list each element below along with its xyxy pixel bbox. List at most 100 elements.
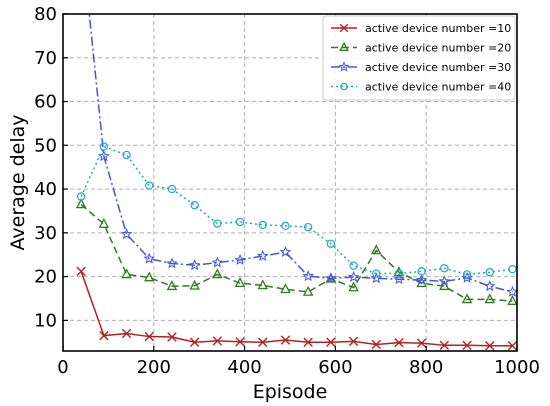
series-line (80, 271, 513, 347)
data-point (325, 272, 337, 284)
data-point (506, 285, 517, 297)
data-point (144, 331, 154, 342)
data-point (76, 192, 86, 201)
data-point (417, 267, 426, 276)
data-point (393, 273, 405, 285)
data-point (167, 184, 177, 194)
data-point (279, 245, 292, 258)
data-point (76, 266, 86, 277)
data-point (507, 341, 517, 351)
data-point (166, 257, 178, 269)
data-point (326, 239, 336, 248)
data-point (257, 279, 269, 290)
data-point (235, 217, 245, 227)
series-line (88, 14, 513, 293)
data-point (122, 150, 131, 160)
data-point (99, 330, 109, 341)
data-point (120, 228, 133, 240)
legend-item: active device number =10 (331, 22, 511, 35)
data-point (98, 217, 110, 228)
data-point (485, 268, 494, 277)
legend-marker (340, 82, 348, 91)
y-tick-label: 70 (34, 48, 57, 69)
data-point (302, 285, 314, 296)
x-tick-label: 600 (318, 357, 352, 378)
data-point (190, 201, 199, 210)
y-tick-label: 20 (34, 267, 57, 288)
data-point (121, 268, 132, 279)
data-point (189, 337, 200, 347)
x-tick-label: 1000 (494, 357, 540, 378)
y-tick-label: 80 (34, 4, 57, 25)
data-point (280, 283, 291, 294)
data-point (303, 222, 313, 232)
data-point (439, 340, 450, 351)
data-point (416, 338, 427, 348)
data-point (234, 277, 246, 288)
data-point (370, 244, 382, 255)
data-point (189, 279, 200, 290)
data-point (507, 295, 517, 305)
series-2 (75, 198, 517, 305)
data-point (302, 270, 314, 282)
data-point (394, 269, 404, 278)
legend-label: active device number =30 (365, 61, 511, 74)
data-point (483, 280, 496, 292)
data-point (281, 221, 290, 231)
data-point (394, 337, 404, 348)
data-point (348, 336, 359, 347)
data-point (121, 328, 132, 339)
data-point (462, 340, 472, 351)
data-point (188, 259, 201, 271)
legend-marker (339, 41, 349, 51)
data-point (439, 280, 450, 291)
y-tick-label: 30 (34, 223, 57, 244)
legend-box (322, 15, 516, 101)
data-point (143, 271, 155, 282)
x-tick-label: 800 (409, 357, 443, 378)
data-point (143, 252, 156, 264)
y-axis-title: Average delay (7, 115, 29, 251)
data-point (213, 219, 222, 228)
legend-marker (338, 61, 350, 72)
data-point (347, 270, 360, 282)
data-point (212, 268, 223, 279)
data-point (372, 269, 381, 278)
data-point (167, 332, 177, 342)
legend-item: active device number =20 (331, 42, 511, 55)
y-tick-label: 60 (34, 92, 57, 113)
x-tick-label: 400 (227, 357, 261, 378)
x-axis-title: Episode (253, 381, 328, 403)
x-tick-label: 0 (57, 357, 68, 378)
legend-marker (339, 23, 349, 33)
data-point (349, 261, 358, 270)
data-point (99, 142, 109, 151)
data-point (485, 341, 495, 351)
legend: active device number =10 active device nu… (322, 15, 516, 101)
data-point (212, 336, 223, 346)
data-point (303, 337, 313, 347)
data-point (258, 337, 268, 347)
data-point (484, 293, 496, 304)
data-point (438, 275, 451, 287)
data-point (371, 339, 381, 350)
data-point (258, 220, 267, 230)
data-point (348, 281, 359, 292)
series-1 (76, 266, 517, 351)
data-point (415, 273, 428, 286)
data-point (75, 198, 87, 209)
y-tick-label: 40 (34, 179, 57, 200)
data-point (145, 181, 154, 190)
data-point (280, 335, 291, 345)
data-point (462, 270, 472, 279)
legend-item: active device number =40 (331, 81, 511, 94)
data-point (508, 264, 517, 274)
data-point (370, 272, 383, 284)
y-tick-label: 50 (34, 135, 57, 156)
data-point (440, 264, 449, 273)
x-tick-label: 200 (137, 357, 171, 378)
data-point (326, 337, 336, 347)
series-4 (76, 142, 517, 279)
plot-frame (62, 13, 518, 352)
